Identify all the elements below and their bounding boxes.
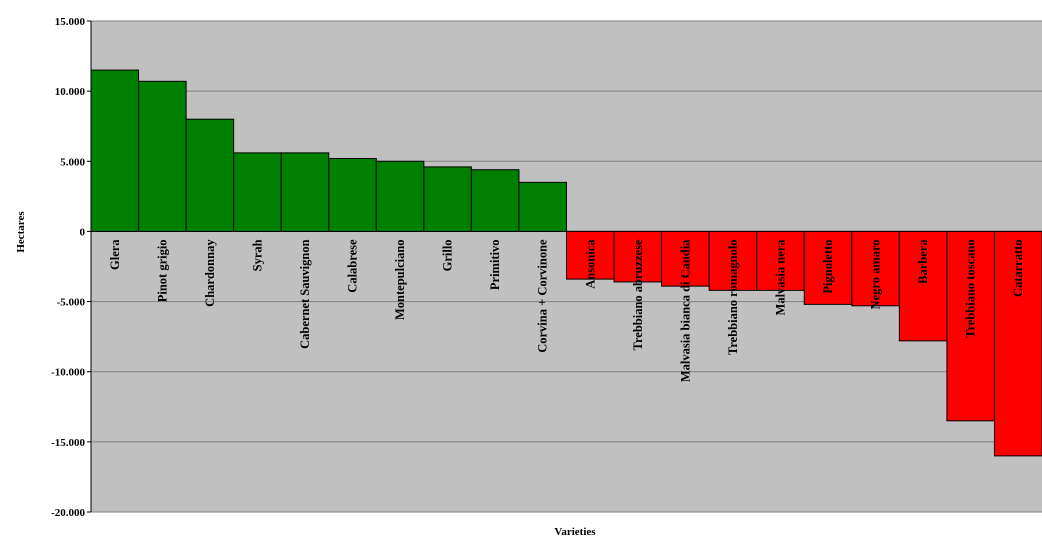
bar xyxy=(90,69,140,232)
bar xyxy=(280,152,330,232)
y-tick-label: -20.000 xyxy=(51,507,85,519)
category-label: Trebbiano toscano xyxy=(964,239,978,338)
bar xyxy=(993,230,1042,457)
bar xyxy=(470,169,520,232)
category-label: Barbera xyxy=(916,239,930,284)
bar xyxy=(803,230,853,305)
y-tick-label: -15.000 xyxy=(51,437,85,449)
bar xyxy=(138,80,187,232)
bar xyxy=(613,230,663,283)
bar xyxy=(851,230,900,307)
bar xyxy=(898,230,948,342)
category-label: Ansonica xyxy=(583,239,597,289)
bar xyxy=(756,230,805,291)
y-tick-label: -5.000 xyxy=(57,297,86,309)
bar xyxy=(708,230,758,291)
category-label: Cabernet Sauvignon xyxy=(298,239,312,348)
category-label: Catarratto xyxy=(1011,239,1025,297)
category-label: Trebbiano romagnolo xyxy=(726,239,740,355)
category-label: Primitivo xyxy=(488,239,502,290)
bars xyxy=(90,69,1042,457)
category-label: Montepulciano xyxy=(393,239,407,320)
category-labels: Glera Pinot grigio Chardonnay Syrah Cabernet… xyxy=(108,239,1025,382)
y-tick-label: 0 xyxy=(80,226,86,238)
bar xyxy=(185,118,235,232)
y-tick-label: 10.000 xyxy=(55,86,86,98)
category-label: Chardonnay xyxy=(203,239,217,307)
category-label: Pinot grigio xyxy=(155,239,169,302)
category-label: Grillo xyxy=(441,239,455,271)
bar xyxy=(233,152,282,232)
bar xyxy=(423,166,472,232)
y-axis-title: Hectares xyxy=(15,211,27,253)
x-axis-title: Varieties xyxy=(554,526,596,538)
category-label: Negro amaro xyxy=(869,239,883,309)
y-tick-label: 15.000 xyxy=(55,16,86,28)
category-label: Malvasia nera xyxy=(773,239,787,316)
y-axis-ticks: 15.000 10.000 5.000 0 -5.000 -10.000 -15.000 -2… xyxy=(51,16,92,519)
category-label: Trebbiano abruzzese xyxy=(631,239,645,350)
y-tick-label: 5.000 xyxy=(60,156,85,168)
bar xyxy=(518,181,568,232)
bar xyxy=(328,157,377,232)
y-tick-label: -10.000 xyxy=(51,367,85,379)
category-label: Malvasia bianca di Candia xyxy=(678,239,692,382)
category-label: Pignoletto xyxy=(821,239,835,293)
bar xyxy=(946,230,995,422)
category-label: Glera xyxy=(108,239,122,270)
bar xyxy=(375,160,425,232)
bar xyxy=(566,230,615,280)
category-label: Calabrese xyxy=(346,239,360,293)
bar xyxy=(661,230,710,287)
category-label: Corvina + Corvinone xyxy=(536,239,550,353)
category-label: Syrah xyxy=(250,239,264,271)
